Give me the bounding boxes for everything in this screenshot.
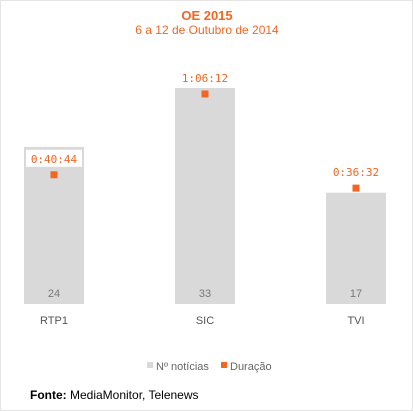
chart-title: OE 2015 [181, 8, 232, 23]
source-note: Fonte: MediaMonitor, Telenews [30, 388, 199, 402]
legend-marker-label: Duração [230, 361, 272, 373]
bar-value-label-tvi: 17 [350, 288, 362, 300]
x-tick-label-rtp1: RTP1 [40, 315, 68, 327]
legend-bar-label: Nº notícias [156, 361, 209, 373]
source-label: Fonte: [30, 388, 67, 402]
duration-label-bg-tvi [328, 163, 384, 181]
bar-rtp1 [24, 146, 84, 304]
source-text: MediaMonitor, Telenews [66, 388, 199, 402]
x-tick-label-tvi: TVI [347, 315, 364, 327]
duration-label-rtp1: 0:40:44 [31, 153, 78, 166]
legend: Nº notícias Duração [147, 361, 272, 373]
legend-bar-swatch [147, 362, 153, 368]
duration-marker-sic [201, 90, 209, 98]
bar-value-label-rtp1: 24 [48, 288, 60, 300]
x-tick-label-sic: SIC [196, 315, 214, 327]
legend-marker-swatch [221, 362, 227, 368]
duration-label-sic: 1:06:12 [182, 72, 228, 85]
duration-label-tvi: 0:36:32 [333, 166, 379, 179]
bar-tvi [326, 192, 386, 304]
duration-label-bg-rtp1 [26, 149, 82, 167]
bar-value-label-sic: 33 [199, 288, 211, 300]
duration-label-bg-sic [177, 69, 233, 86]
plot-area: 24 RTP1 0:40:44 33 SIC 1:06:12 17 TVI 0:36:32 [24, 69, 386, 327]
duration-marker-tvi [352, 184, 360, 192]
chart-subtitle: 6 a 12 de Outubro de 2014 [135, 23, 279, 37]
bar-sic [175, 88, 235, 304]
duration-marker-rtp1 [50, 171, 58, 179]
